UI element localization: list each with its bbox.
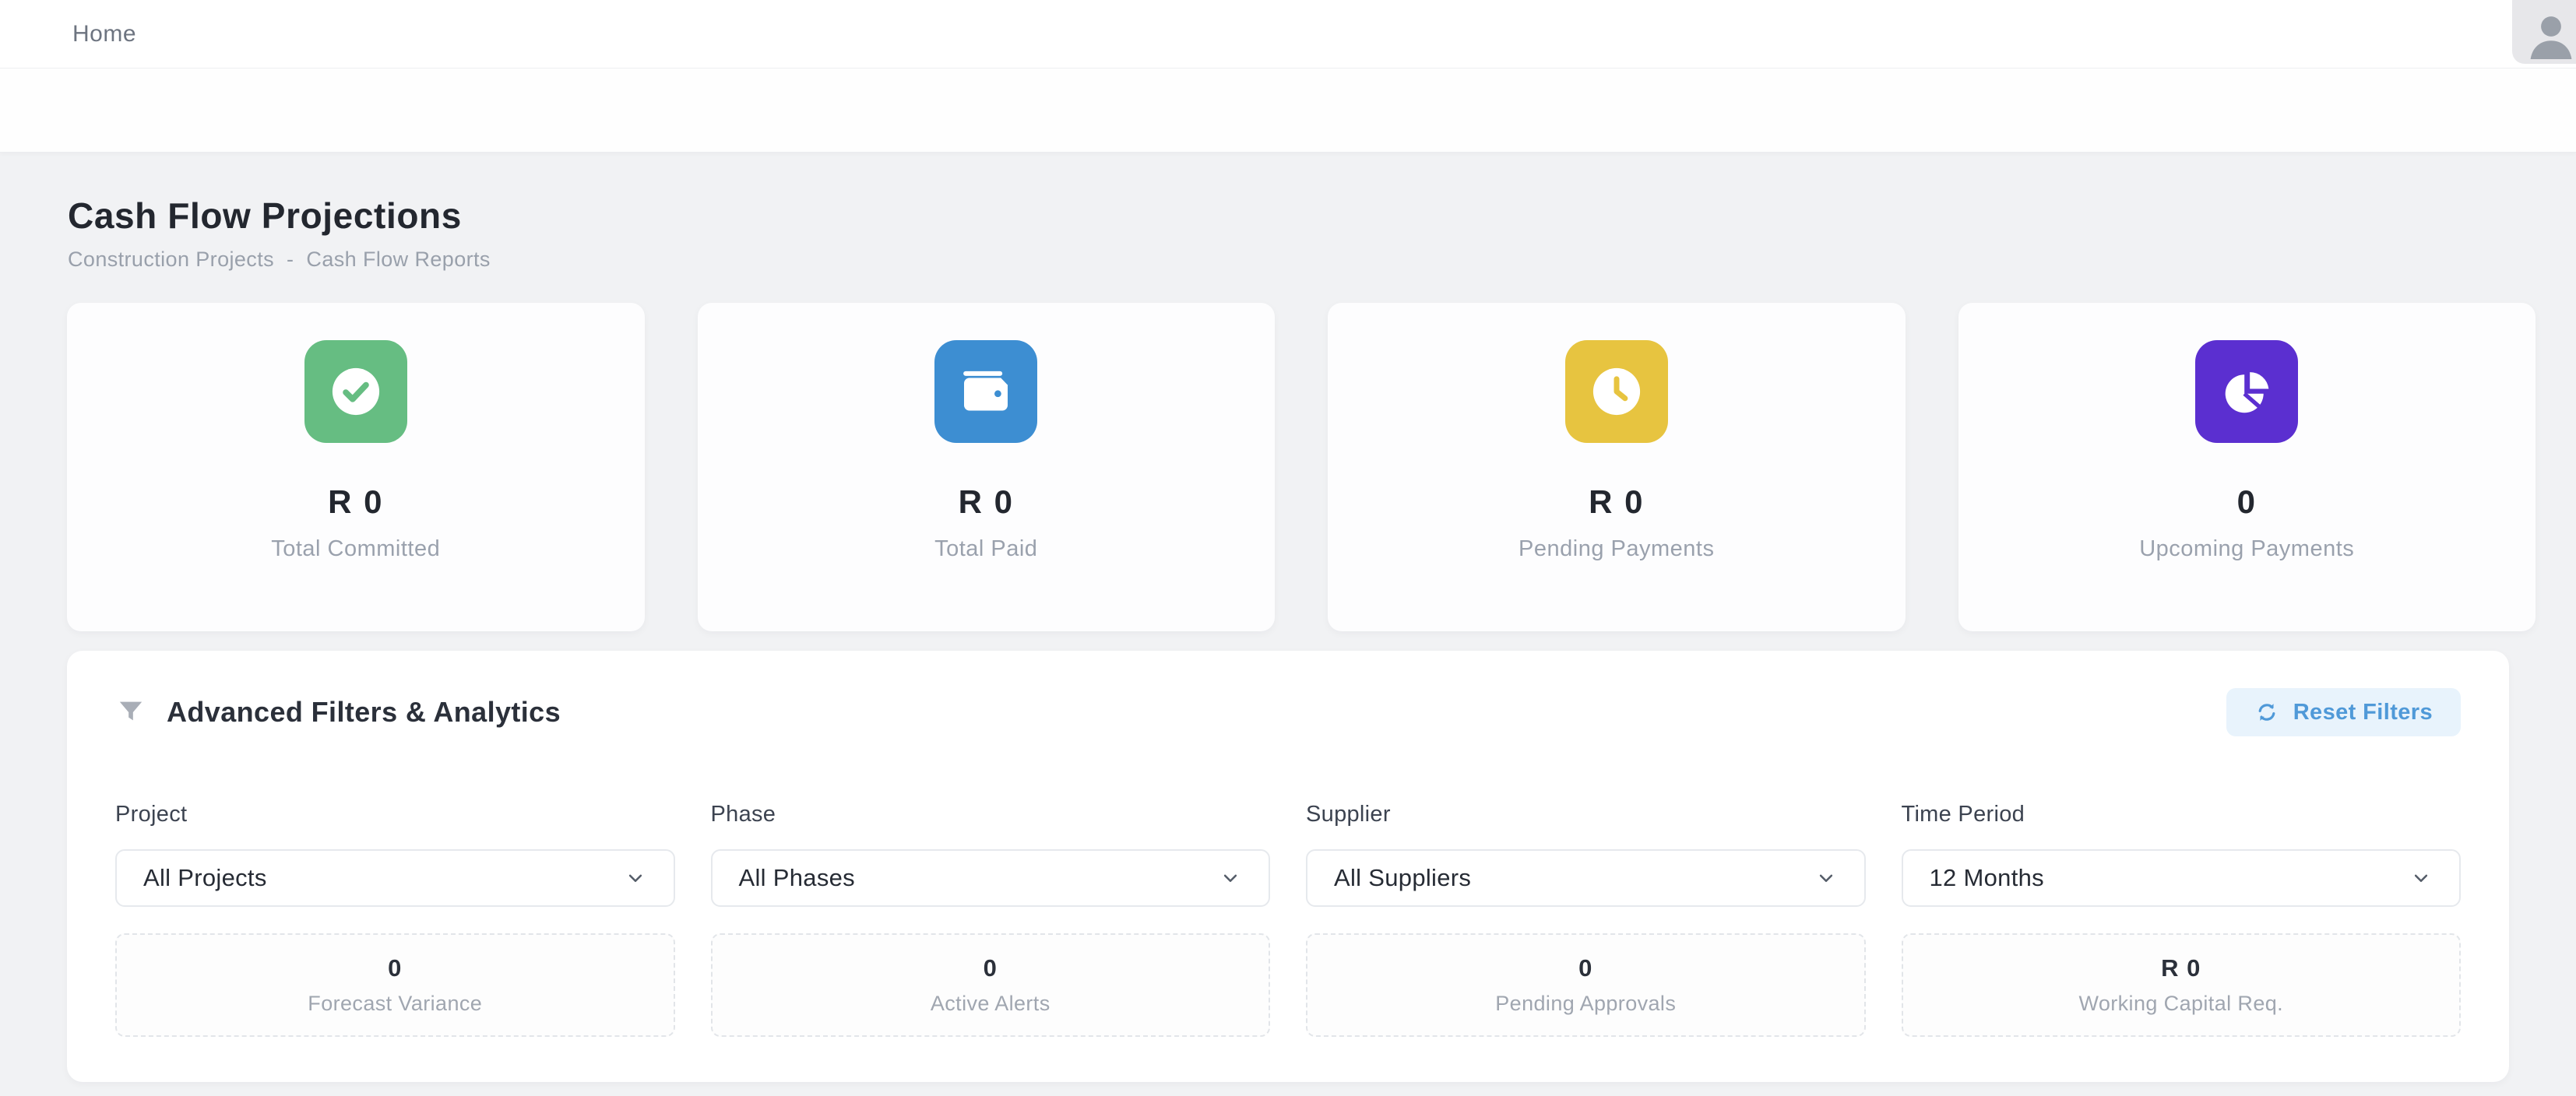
panel-title: Advanced Filters & Analytics [115, 696, 561, 729]
card-total-committed: R 0 Total Committed [67, 303, 645, 631]
breadcrumb-item-cash-flow-reports[interactable]: Cash Flow Reports [306, 248, 491, 271]
filter-time-period: Time Period 12 Months [1901, 802, 2461, 907]
reset-filters-button[interactable]: Reset Filters [2226, 688, 2461, 736]
breadcrumb: Construction Projects - Cash Flow Report… [68, 248, 2509, 272]
card-upcoming-payments: 0 Upcoming Payments [1958, 303, 2536, 631]
chevron-down-icon [1819, 874, 1832, 882]
stat-value: R 0 [2161, 954, 2201, 982]
analytics-row: 0 Forecast Variance 0 Active Alerts 0 Pe… [115, 933, 2461, 1037]
breadcrumb-separator: - [287, 248, 294, 271]
stat-label: Forecast Variance [308, 992, 483, 1015]
clock-icon [1564, 340, 1668, 443]
reset-filters-label: Reset Filters [2293, 699, 2433, 725]
filter-label: Time Period [1901, 802, 2025, 827]
panel-header: Advanced Filters & Analytics Reset Filte… [115, 688, 2461, 736]
stat-value: 0 [1578, 954, 1593, 982]
stat-value: 0 [388, 954, 403, 982]
filters-row: Project All Projects Phase All Phases Su… [115, 802, 2461, 907]
filter-phase: Phase All Phases [710, 802, 1270, 907]
select-value: All Phases [738, 864, 855, 891]
filter-supplier: Supplier All Suppliers [1306, 802, 1866, 907]
card-value: 0 [2236, 483, 2257, 520]
project-select[interactable]: All Projects [115, 849, 675, 907]
panel-title-text: Advanced Filters & Analytics [167, 696, 561, 728]
card-value: R 0 [328, 483, 384, 520]
chevron-down-icon [1223, 874, 1237, 882]
chevron-down-icon [628, 874, 642, 882]
select-value: 12 Months [1929, 864, 2044, 891]
page-header: Cash Flow Projections Construction Proje… [0, 153, 2576, 272]
card-pending-payments: R 0 Pending Payments [1328, 303, 1906, 631]
stat-active-alerts: 0 Active Alerts [710, 933, 1270, 1037]
filter-label: Project [115, 802, 188, 827]
page-title: Cash Flow Projections [68, 195, 462, 236]
supplier-select[interactable]: All Suppliers [1306, 849, 1866, 907]
card-value: R 0 [1589, 483, 1645, 520]
stat-pending-approvals: 0 Pending Approvals [1306, 933, 1866, 1037]
wallet-icon [934, 340, 1038, 443]
pie-chart-icon [2195, 340, 2299, 443]
chevron-down-icon [2414, 874, 2428, 882]
top-bar: Home [0, 0, 2576, 68]
refresh-icon [2258, 704, 2275, 721]
stat-forecast-variance: 0 Forecast Variance [115, 933, 675, 1037]
stat-label: Active Alerts [930, 992, 1050, 1015]
check-icon [304, 340, 407, 443]
card-label: Total Committed [271, 536, 441, 561]
secondary-bar [0, 68, 2576, 153]
stat-working-capital-req: R 0 Working Capital Req. [1901, 933, 2461, 1037]
breadcrumb-home[interactable]: Home [72, 20, 137, 47]
stat-label: Pending Approvals [1495, 992, 1677, 1015]
time-period-select[interactable]: 12 Months [1901, 849, 2461, 907]
select-value: All Suppliers [1334, 864, 1472, 891]
filter-icon [119, 701, 143, 721]
stat-label: Working Capital Req. [2078, 992, 2284, 1015]
card-label: Upcoming Payments [2139, 536, 2355, 561]
card-label: Total Paid [934, 536, 1038, 561]
avatar[interactable] [2512, 0, 2576, 64]
card-total-paid: R 0 Total Paid [697, 303, 1275, 631]
filter-project: Project All Projects [115, 802, 675, 907]
card-label: Pending Payments [1519, 536, 1715, 561]
select-value: All Projects [143, 864, 267, 891]
summary-cards: R 0 Total Committed R 0 Total Paid R 0 P… [67, 303, 2536, 631]
filter-label: Phase [710, 802, 776, 827]
user-icon [2530, 16, 2572, 59]
phase-select[interactable]: All Phases [710, 849, 1270, 907]
card-value: R 0 [958, 483, 1014, 520]
filter-label: Supplier [1306, 802, 1391, 827]
advanced-filters-panel: Advanced Filters & Analytics Reset Filte… [67, 651, 2509, 1082]
stat-value: 0 [983, 954, 998, 982]
breadcrumb-item-construction-projects[interactable]: Construction Projects [68, 248, 275, 271]
